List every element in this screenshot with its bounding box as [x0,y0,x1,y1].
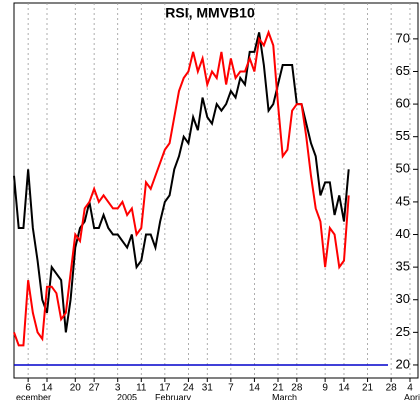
x-tick-label: 27 [89,383,101,394]
data-line [13,29,350,347]
x-tick-label: 31 [202,383,214,394]
y-tick-label: 70 [396,30,410,45]
plot-frame [13,2,419,379]
month-label: 2005 [117,392,137,400]
y-tick-label: 45 [396,193,410,208]
y-tick-label: 60 [396,96,410,111]
x-tick-label: 9 [322,383,328,394]
data-line [13,32,350,333]
month-label: April [404,392,420,400]
y-tick-label: 35 [396,259,410,274]
month-label: February [155,392,192,400]
y-tick-label: 20 [396,356,410,371]
month-label: ecember [16,392,51,400]
x-tick-label: 28 [386,383,398,394]
x-tick-label: 11 [136,383,147,394]
x-tick-label: 17 [159,383,171,394]
x-tick-label: 28 [291,383,303,394]
y-tick-label: 40 [396,226,410,241]
x-tick-label: 3 [115,383,121,394]
y-tick-label: 25 [396,324,410,339]
x-tick-label: 6 [25,383,31,394]
y-tick-label: 50 [396,161,410,176]
y-tick-label: 65 [396,63,410,78]
x-tick-label: 14 [41,383,53,394]
x-tick-label: 14 [338,383,350,394]
x-tick-label: 7 [228,383,234,394]
month-label: March [272,392,297,400]
y-tick-label: 30 [396,291,410,306]
x-tick-label: 14 [249,383,261,394]
x-tick-label: 21 [362,383,374,394]
x-tick-label: 21 [272,383,284,394]
y-tick-label: 55 [396,128,410,143]
x-tick-label: 24 [183,383,195,394]
x-tick-label: 4 [407,383,413,394]
x-tick-label: 20 [70,383,82,394]
chart-title: RSI, MMVB10 [165,5,255,21]
